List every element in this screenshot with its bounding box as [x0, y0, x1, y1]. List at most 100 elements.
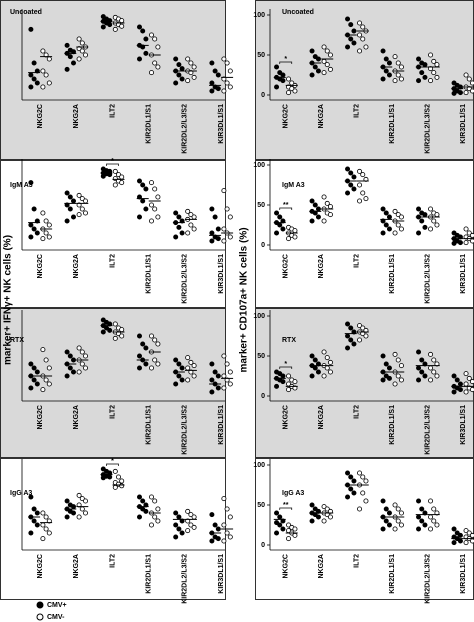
data-point	[392, 526, 398, 532]
data-point	[357, 198, 363, 204]
data-point	[34, 369, 40, 375]
significance-bracket	[279, 61, 293, 64]
data-point	[277, 222, 283, 228]
data-point	[28, 26, 34, 32]
data-point	[209, 88, 215, 94]
x-tick-label: NKG2C	[283, 405, 290, 430]
data-point	[28, 234, 34, 240]
x-tick-label: ILT2	[354, 254, 361, 268]
data-point	[224, 60, 230, 66]
data-point	[40, 522, 46, 528]
data-point	[79, 40, 85, 46]
data-point	[79, 506, 85, 512]
data-point	[227, 214, 233, 220]
data-point	[431, 506, 437, 512]
data-point	[463, 540, 469, 546]
data-point	[398, 377, 404, 383]
data-point	[348, 337, 354, 343]
y-axis-label: marker+ CD107a+ NK cells (%)	[239, 227, 250, 372]
data-point	[71, 510, 77, 516]
data-point	[191, 524, 197, 530]
data-point	[176, 214, 182, 220]
data-point	[321, 504, 327, 510]
data-point	[357, 168, 363, 174]
data-point	[386, 214, 392, 220]
x-tick-label: NKG2C	[283, 254, 290, 279]
data-point	[416, 498, 422, 504]
data-point	[46, 381, 52, 387]
panel: RTX NKG2C NKG2A ILT2 KIR2DL1/S1 KIR2DL2/L3/S2…	[0, 308, 234, 458]
data-point	[209, 60, 215, 66]
significance-bracket	[279, 366, 293, 369]
data-point	[395, 373, 401, 379]
data-point	[431, 357, 437, 363]
data-point	[292, 228, 298, 234]
x-tick-label: KIR2DL2/L3/S2	[425, 554, 432, 604]
legend-label: CMV-	[47, 614, 65, 621]
x-tick-label: ILT2	[354, 104, 361, 118]
data-point	[324, 200, 330, 206]
data-point	[185, 377, 191, 383]
data-point	[71, 214, 77, 220]
data-point	[431, 369, 437, 375]
y-tick-label: 50	[257, 353, 265, 360]
data-point	[280, 72, 286, 78]
data-point	[119, 327, 125, 333]
data-point	[312, 202, 318, 208]
data-point	[386, 522, 392, 528]
data-point	[224, 530, 230, 536]
data-point	[112, 26, 118, 32]
data-point	[286, 536, 292, 542]
data-point	[312, 64, 318, 70]
data-point	[155, 506, 161, 512]
data-point	[286, 90, 292, 96]
data-point	[136, 214, 142, 220]
data-point	[215, 536, 221, 542]
data-point	[46, 234, 52, 240]
data-point	[31, 76, 37, 82]
data-point	[321, 373, 327, 379]
data-point	[185, 56, 191, 62]
data-point	[380, 48, 386, 54]
x-tick-label: NKG2A	[73, 405, 80, 430]
data-point	[398, 76, 404, 82]
data-point	[431, 58, 437, 64]
data-point	[395, 518, 401, 524]
data-point	[321, 194, 327, 200]
data-point	[148, 32, 154, 38]
data-point	[280, 78, 286, 84]
data-point	[173, 56, 179, 62]
data-point	[152, 186, 158, 192]
data-point	[416, 206, 422, 212]
data-point	[176, 72, 182, 78]
data-point	[71, 369, 77, 375]
data-point	[107, 327, 113, 333]
data-point	[155, 341, 161, 347]
data-point	[363, 498, 369, 504]
data-point	[31, 226, 37, 232]
data-point	[152, 337, 158, 343]
data-point	[100, 14, 106, 20]
data-point	[363, 333, 369, 339]
data-point	[64, 42, 70, 48]
data-point	[398, 226, 404, 232]
data-point	[31, 60, 37, 66]
data-point	[43, 514, 49, 520]
data-point	[185, 355, 191, 361]
data-point	[173, 381, 179, 387]
data-point	[398, 522, 404, 528]
panel: IgG A3 0 50 100 NKG2C NKG2A ILT2 KIR2DL1/S1 KIR2…	[253, 458, 474, 604]
data-point	[469, 387, 474, 393]
data-point	[79, 48, 85, 54]
data-point	[434, 522, 440, 528]
data-point	[215, 86, 221, 92]
data-point	[83, 498, 89, 504]
data-point	[71, 504, 77, 510]
data-point	[119, 333, 125, 339]
data-point	[451, 389, 457, 395]
data-point	[119, 18, 125, 24]
data-point	[112, 168, 118, 174]
data-point	[416, 514, 422, 520]
data-point	[188, 522, 194, 528]
data-point	[148, 365, 154, 371]
